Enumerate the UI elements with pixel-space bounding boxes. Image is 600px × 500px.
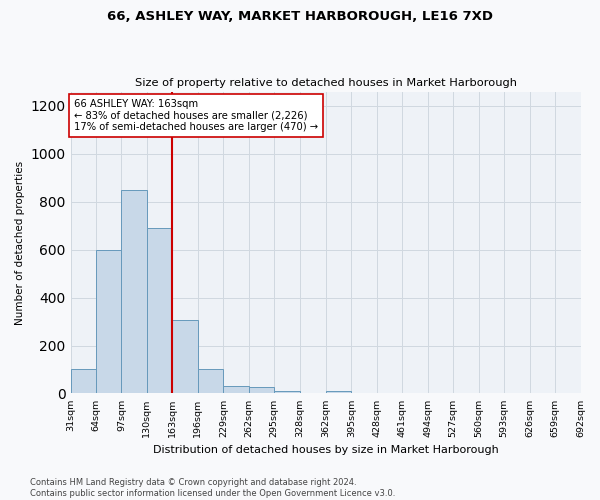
- Text: 66, ASHLEY WAY, MARKET HARBOROUGH, LE16 7XD: 66, ASHLEY WAY, MARKET HARBOROUGH, LE16 …: [107, 10, 493, 23]
- Bar: [198, 370, 223, 394]
- Bar: [96, 250, 121, 394]
- Bar: [71, 370, 96, 394]
- Bar: [249, 388, 274, 394]
- X-axis label: Distribution of detached houses by size in Market Harborough: Distribution of detached houses by size …: [152, 445, 499, 455]
- Text: Contains HM Land Registry data © Crown copyright and database right 2024.
Contai: Contains HM Land Registry data © Crown c…: [30, 478, 395, 498]
- Title: Size of property relative to detached houses in Market Harborough: Size of property relative to detached ho…: [134, 78, 517, 88]
- Bar: [326, 391, 352, 394]
- Y-axis label: Number of detached properties: Number of detached properties: [15, 160, 25, 324]
- Bar: [223, 386, 249, 394]
- Text: 66 ASHLEY WAY: 163sqm
← 83% of detached houses are smaller (2,226)
17% of semi-d: 66 ASHLEY WAY: 163sqm ← 83% of detached …: [74, 98, 318, 132]
- Bar: [274, 391, 299, 394]
- Bar: [147, 228, 172, 394]
- Bar: [172, 320, 198, 394]
- Bar: [121, 190, 147, 394]
